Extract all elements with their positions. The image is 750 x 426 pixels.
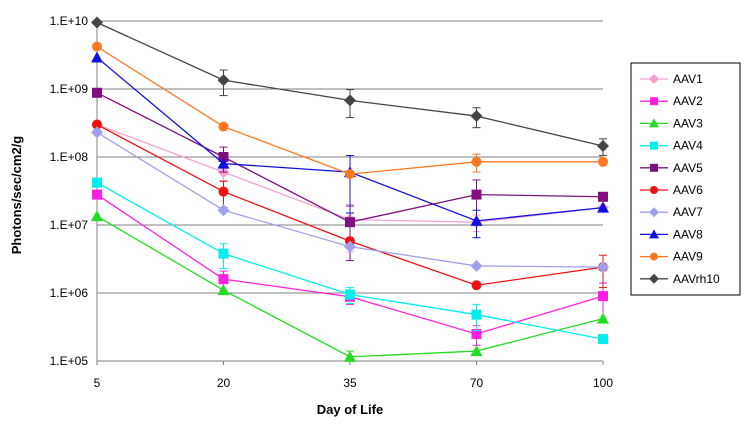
data-point (598, 291, 608, 302)
y-tick-label: 1.E+09 (50, 82, 89, 96)
data-point (218, 274, 229, 285)
series-aavrh10 (91, 16, 609, 157)
legend-item-aav4: AAV4 (640, 139, 703, 153)
data-point (345, 169, 355, 180)
series-aav7 (91, 126, 609, 274)
legend-item-aav1: AAV1 (640, 72, 703, 86)
legend-label: AAV6 (673, 183, 703, 197)
legend-item-aav2: AAV2 (640, 94, 703, 108)
x-tick-label: 5 (94, 376, 101, 390)
data-point (218, 186, 229, 197)
legend-marker (649, 229, 659, 239)
series-aav8 (91, 51, 609, 239)
x-axis-title: Day of Life (317, 402, 383, 417)
data-point (345, 217, 355, 228)
legend-marker (650, 186, 658, 194)
data-point (598, 334, 608, 345)
legend-item-aav7: AAV7 (640, 205, 703, 219)
data-point (470, 110, 483, 123)
legend-marker (650, 97, 658, 106)
legend-item-aav6: AAV6 (640, 183, 703, 197)
y-tick-label: 1.E+06 (50, 286, 89, 300)
data-point (344, 350, 356, 362)
x-tick-label: 70 (470, 376, 484, 390)
x-tick-label: 100 (593, 376, 613, 390)
x-axis-ticks: 5 20 35 70 100 (94, 361, 613, 390)
data-point (218, 152, 229, 162)
legend-item-aav5: AAV5 (640, 161, 703, 175)
data-point (91, 16, 103, 29)
data-point (471, 328, 482, 339)
y-tick-label: 1.E+05 (50, 354, 89, 368)
legend-label: AAV2 (673, 94, 703, 108)
data-point (470, 345, 483, 357)
data-point (92, 177, 102, 188)
legend-item-aavrh10: AAVrh10 (640, 272, 720, 286)
data-point (470, 259, 483, 272)
y-axis-title: Photons/sec/cm2/g (9, 136, 24, 255)
series-aav3 (91, 210, 609, 362)
data-point (218, 248, 229, 259)
data-point (597, 140, 609, 153)
data-point (471, 309, 482, 320)
data-point (470, 214, 483, 226)
legend-marker (650, 163, 658, 172)
y-tick-label: 1.E+10 (50, 14, 89, 28)
data-point (91, 51, 103, 63)
data-point (471, 156, 482, 167)
legend-label: AAV1 (673, 72, 703, 86)
data-point (91, 126, 103, 139)
data-point (92, 41, 102, 52)
legend-label: AAV8 (673, 227, 703, 241)
legend-label: AAVrh10 (673, 272, 720, 286)
data-point (598, 156, 608, 167)
data-point (597, 261, 609, 274)
series-line (96, 21, 604, 147)
data-point (217, 284, 230, 296)
legend-label: AAV4 (673, 139, 703, 153)
data-point (597, 312, 609, 324)
legend-marker (649, 207, 659, 218)
legend-item-aav8: AAV8 (640, 227, 703, 241)
legend-marker (649, 118, 659, 128)
x-tick-label: 35 (343, 376, 357, 390)
data-point (92, 119, 102, 130)
legend-item-aav9: AAV9 (640, 250, 703, 264)
data-point (217, 74, 230, 87)
data-point (344, 94, 356, 107)
legend: AAV1 AAV2 AAV3 AAV4 AAV5 AAV6 AAV7 AAV8 AAV9 AAVr… (630, 62, 741, 296)
legend-marker (649, 74, 659, 84)
data-point (217, 204, 230, 217)
data-point (471, 280, 482, 291)
y-tick-label: 1.E+07 (50, 218, 89, 232)
data-point (345, 289, 355, 300)
series-layer (91, 16, 609, 362)
legend-marker (650, 141, 658, 150)
legend-marker (650, 252, 658, 261)
data-point (218, 121, 229, 132)
legend-label: AAV5 (673, 161, 703, 175)
x-tick-label: 20 (217, 376, 231, 390)
legend-label: AAV7 (673, 205, 703, 219)
data-point (471, 189, 482, 200)
series-aav9 (92, 41, 608, 180)
data-point (92, 87, 102, 98)
data-point (217, 157, 230, 169)
y-tick-label: 1.E+08 (50, 150, 89, 164)
legend-marker (649, 273, 659, 284)
data-point (597, 201, 609, 213)
data-point (344, 240, 356, 253)
legend-label: AAV9 (673, 250, 703, 264)
data-point (91, 210, 103, 222)
data-point (92, 189, 102, 200)
legend-label: AAV3 (673, 116, 703, 130)
data-point (598, 191, 608, 202)
series-aav4 (92, 177, 608, 345)
y-axis-ticks: 1.E+05 1.E+06 1.E+07 1.E+08 1.E+09 1.E+10 (50, 14, 89, 368)
legend-item-aav3: AAV3 (640, 116, 703, 130)
